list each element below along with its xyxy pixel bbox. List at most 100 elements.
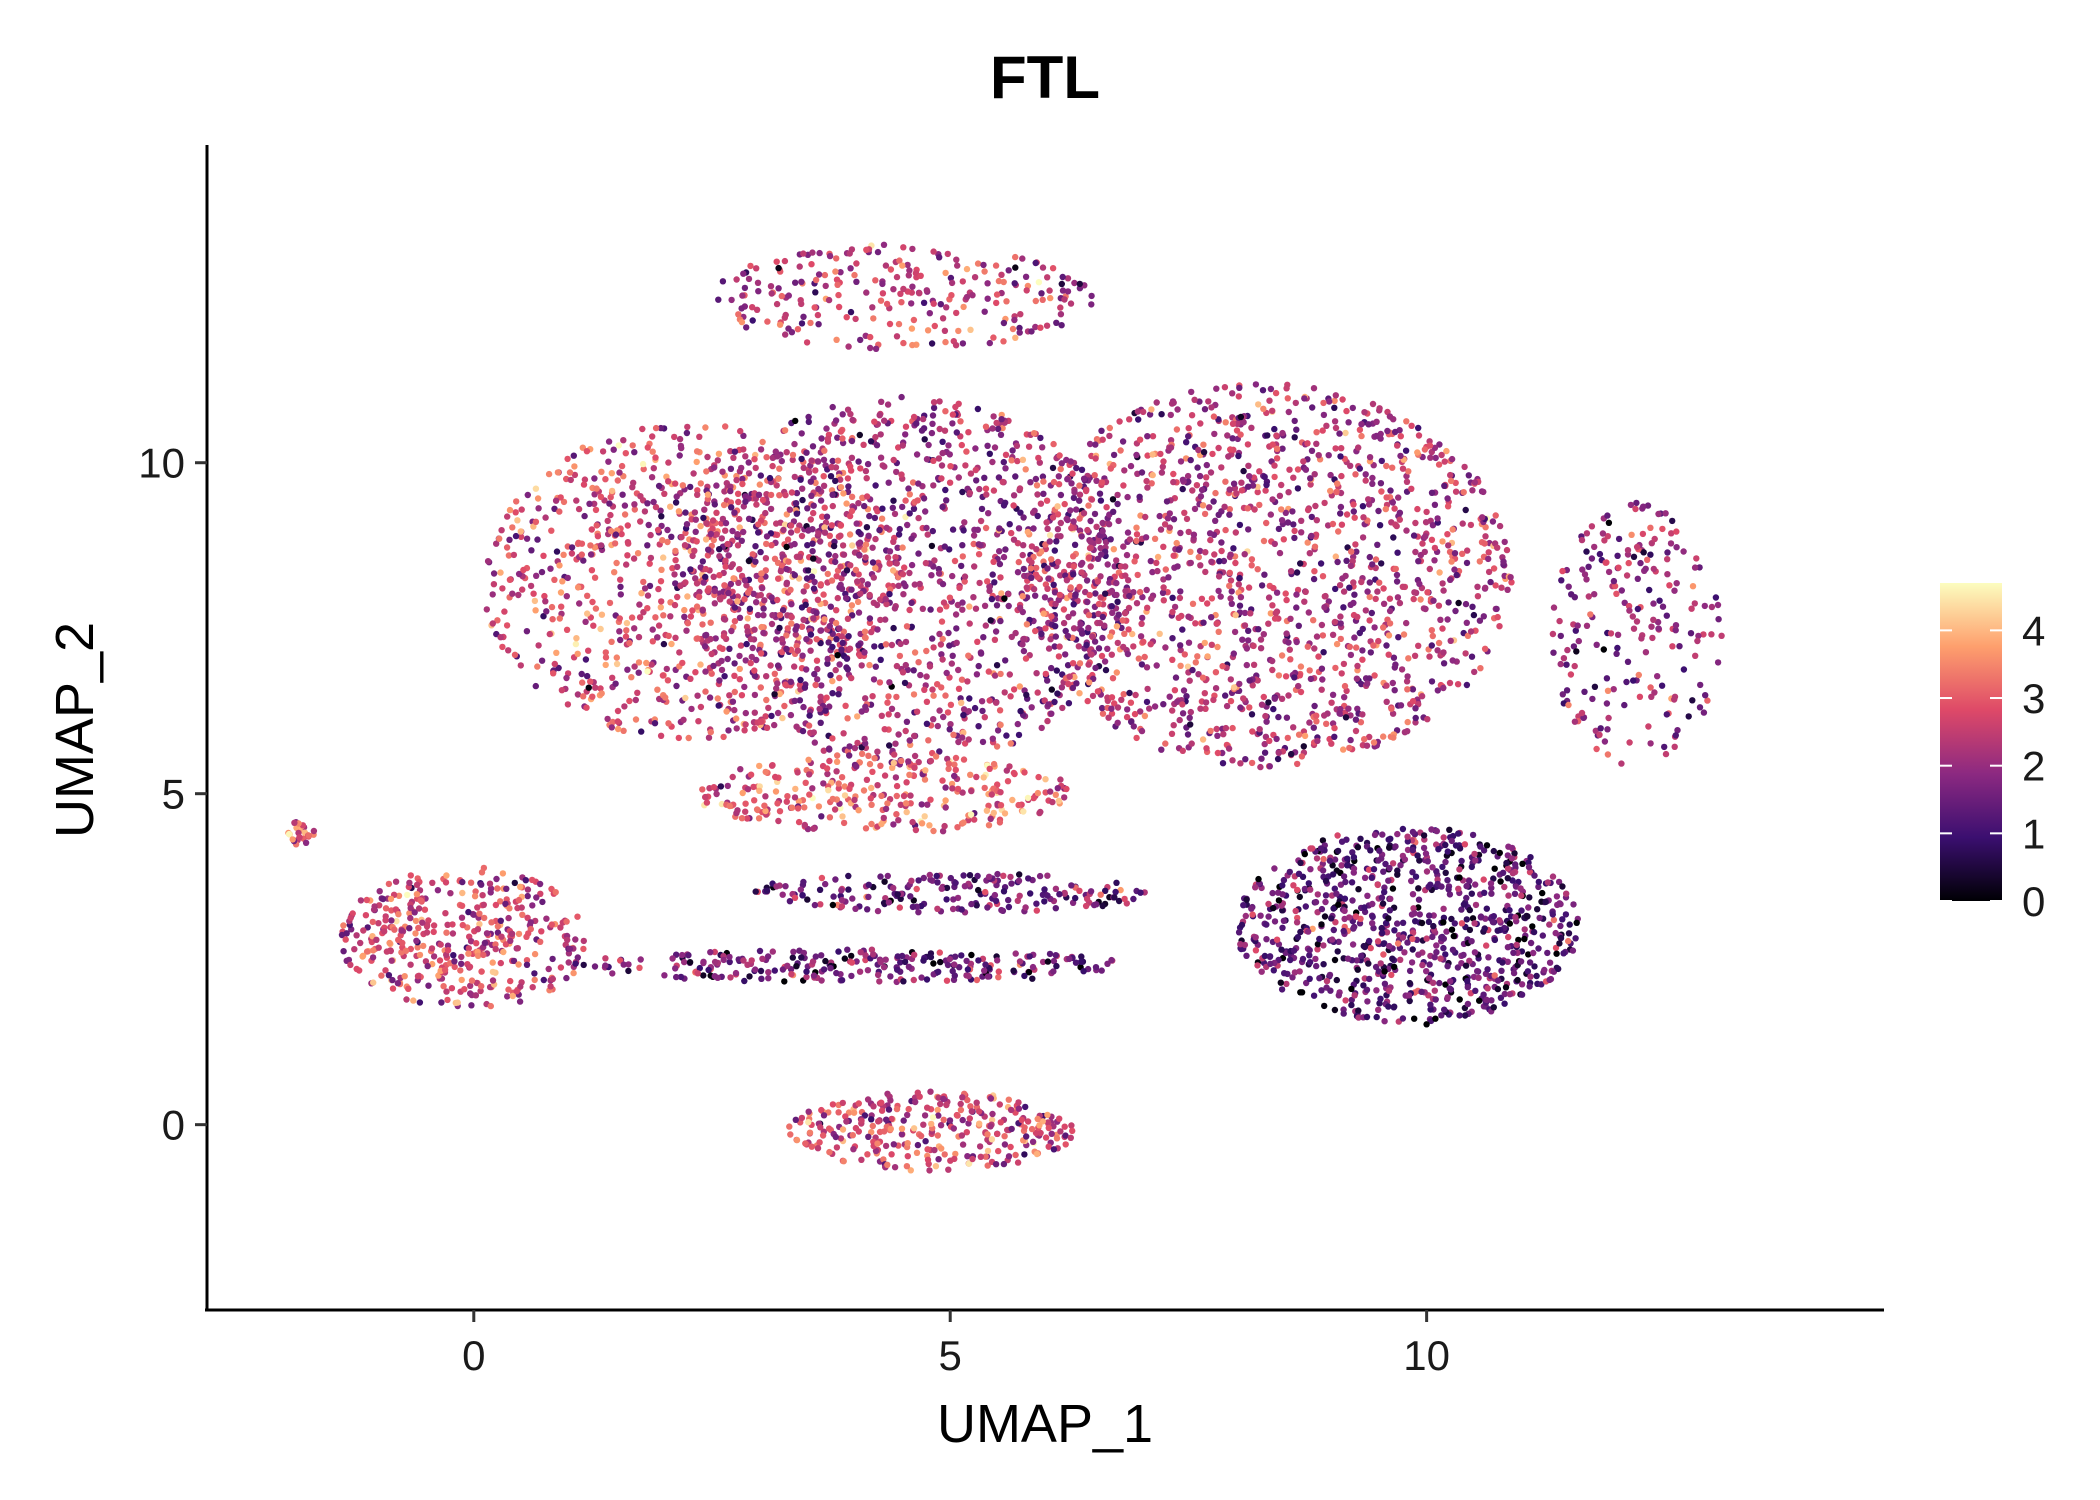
cell-point [736,665,743,673]
cell-point [753,265,760,272]
cell-point [1030,430,1038,437]
cell-point [1440,649,1447,656]
cell-point [1571,594,1579,601]
cell-point [1102,590,1109,597]
cell-point [955,327,962,335]
cell-point [815,530,822,537]
cell-point [828,522,835,529]
cell-point [1202,699,1210,706]
cell-point [1428,536,1436,543]
cell-point [575,505,583,513]
cell-point [1444,877,1451,884]
cell-point [1266,763,1274,770]
cell-point [1333,488,1340,496]
cell-point [1504,944,1512,951]
cell-point [1304,440,1311,447]
cell-point [979,707,986,715]
cell-point [971,704,979,712]
cell-point [882,805,890,813]
cell-point [737,427,744,435]
cell-point [1389,679,1397,687]
cell-point [1212,669,1220,676]
cell-point [881,726,888,733]
cell-point [589,693,596,700]
cell-point [853,520,860,527]
cell-point [1494,613,1501,621]
cell-point [1696,704,1704,711]
cell-point [640,609,647,616]
cell-point [1221,503,1228,510]
cell-point [1386,942,1393,950]
cell-point [1431,557,1438,564]
cell-point [970,594,977,601]
cell-point [800,313,807,320]
cell-point [714,695,721,702]
cell-point [1034,689,1041,696]
cell-point [791,697,798,704]
cell-point [1049,464,1057,472]
cell-point [955,666,962,674]
cell-point [849,542,856,549]
cell-point [1200,448,1208,456]
cell-point [1390,534,1397,541]
cell-point [584,672,591,680]
cell-point [867,795,874,802]
cell-point [981,474,988,481]
cell-point [811,670,818,678]
cell-point [1143,477,1150,485]
cell-point [1015,558,1022,566]
cell-point [1249,728,1256,735]
cell-point [1196,547,1204,555]
cell-point [597,685,604,692]
cell-point [1422,605,1429,613]
cell-point [772,448,779,455]
cell-point [702,688,709,695]
cell-point [626,697,633,705]
cell-point [872,663,879,670]
cell-point [1581,688,1588,695]
cell-point [803,575,811,582]
cell-point [870,574,877,581]
cell-point [807,631,815,638]
cell-point [1045,645,1053,652]
cell-point [631,449,638,456]
cell-point [1654,673,1661,680]
cell-point [948,279,956,287]
cell-point [1669,643,1676,650]
cell-point [917,671,924,679]
cell-point [1092,455,1099,462]
cell-point [881,417,888,424]
cell-point [1601,537,1608,544]
cell-point [1173,426,1181,433]
cell-point [1168,730,1176,737]
cell-point [1052,623,1059,630]
cell-point [958,441,965,449]
cell-point [794,805,802,812]
cell-point [855,528,862,536]
cell-point [1184,731,1192,738]
cell-point [1444,495,1451,502]
cell-point [823,425,830,432]
cell-point [898,393,905,401]
cell-point [833,255,840,262]
cell-point [1242,912,1250,920]
cell-point [781,521,789,528]
cell-point [1067,300,1075,307]
cell-point [839,435,846,442]
cell-point [862,825,870,832]
cell-point [1127,699,1135,706]
cell-point [584,610,591,617]
cell-point [636,614,644,621]
cell-point [709,525,716,532]
cell-point [644,605,651,612]
cell-point [1087,517,1094,525]
cell-point [1446,826,1453,833]
cell-point [1650,616,1657,623]
cell-point [1203,461,1211,469]
cell-point [971,274,979,281]
cell-point [1661,743,1668,751]
cell-point [1340,660,1348,668]
cell-point [904,666,911,674]
cell-point [1035,279,1043,286]
cell-point [792,785,799,793]
